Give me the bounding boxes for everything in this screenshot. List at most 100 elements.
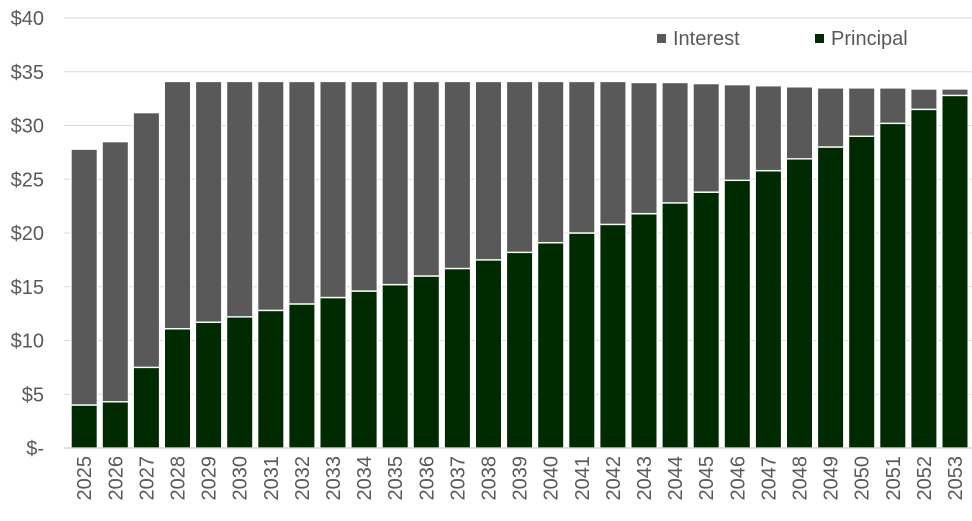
bar-segment-interest — [70, 148, 99, 406]
bar-segment-interest — [910, 88, 938, 111]
bar-segment-interest — [785, 86, 814, 160]
bar-segment-interest — [505, 80, 534, 254]
bar-segment-principal — [350, 290, 378, 449]
bars — [70, 80, 969, 449]
x-tick-label: 2037 — [447, 456, 469, 501]
x-tick-label: 2039 — [510, 456, 532, 501]
x-tick-label: 2043 — [634, 456, 656, 501]
x-tick-label: 2034 — [354, 456, 376, 501]
y-axis-tick-labels: $- $5 $10 $15 $20 $25 $30 $35 $40 — [11, 8, 44, 460]
bar-segment-principal — [692, 191, 721, 449]
bar-segment-interest — [350, 80, 378, 292]
bar-segment-interest — [163, 80, 192, 330]
bar-segment-principal — [163, 327, 192, 449]
x-tick-label: 2031 — [261, 456, 283, 501]
y-tick-label: $35 — [11, 62, 44, 84]
bar-segment-interest — [567, 80, 596, 234]
bar-segment-principal — [785, 158, 814, 449]
x-tick-label: 2048 — [790, 456, 812, 501]
bar-segment-interest — [536, 80, 565, 244]
x-tick-label: 2040 — [541, 456, 563, 501]
bar-segment-interest — [132, 111, 161, 369]
y-tick-label: $- — [26, 438, 44, 460]
bar-segment-principal — [288, 303, 316, 449]
x-tick-label: 2044 — [665, 456, 687, 501]
bar-segment-interest — [474, 80, 503, 261]
bar-segment-principal — [847, 135, 876, 449]
y-tick-label: $20 — [11, 223, 44, 245]
x-tick-label: 2047 — [758, 456, 780, 501]
x-tick-label: 2045 — [696, 456, 718, 501]
bar-segment-principal — [319, 296, 347, 449]
bar-segment-interest — [630, 81, 658, 215]
x-tick-label: 2053 — [945, 456, 967, 501]
bar-segment-principal — [132, 366, 161, 449]
bar-segment-principal — [70, 404, 99, 449]
legend-label-interest: Interest — [673, 28, 740, 50]
bar-segment-principal — [381, 283, 410, 449]
y-tick-label: $5 — [22, 384, 44, 406]
bar-segment-principal — [256, 309, 285, 449]
bar-segment-interest — [599, 80, 627, 226]
bar-segment-principal — [412, 275, 441, 449]
bar-segment-interest — [319, 80, 347, 299]
x-tick-label: 2032 — [292, 456, 314, 501]
x-tick-label: 2042 — [603, 456, 625, 501]
x-tick-label: 2029 — [199, 456, 221, 501]
x-tick-label: 2046 — [727, 456, 749, 501]
bar-segment-interest — [723, 83, 752, 182]
bar-segment-principal — [225, 316, 254, 449]
x-tick-label: 2028 — [168, 456, 190, 501]
bar-segment-interest — [443, 80, 472, 270]
bar-segment-interest — [101, 140, 130, 403]
bar-segment-interest — [816, 87, 845, 148]
bar-segment-interest — [256, 80, 285, 312]
y-tick-label: $15 — [11, 277, 44, 299]
y-tick-label: $40 — [11, 8, 44, 30]
x-tick-label: 2050 — [852, 456, 874, 501]
x-tick-label: 2038 — [479, 456, 501, 501]
bar-segment-principal — [194, 321, 223, 449]
x-tick-label: 2030 — [230, 456, 252, 501]
bar-segment-interest — [692, 82, 721, 193]
x-tick-label: 2036 — [416, 456, 438, 501]
bar-segment-interest — [225, 80, 254, 318]
y-tick-label: $30 — [11, 116, 44, 138]
legend-swatch-interest — [657, 34, 666, 43]
bar-segment-principal — [505, 251, 534, 449]
x-tick-label: 2052 — [914, 456, 936, 501]
x-tick-label: 2025 — [74, 456, 96, 501]
y-tick-label: $10 — [11, 331, 44, 353]
bar-segment-principal — [661, 202, 690, 449]
bar-segment-principal — [754, 169, 783, 449]
x-tick-label: 2035 — [385, 456, 407, 501]
bar-segment-principal — [941, 94, 969, 449]
bar-segment-principal — [723, 179, 752, 449]
bar-segment-interest — [381, 80, 410, 286]
bar-segment-interest — [194, 80, 223, 323]
bar-segment-principal — [443, 267, 472, 449]
bar-segment-principal — [630, 212, 658, 449]
x-tick-label: 2026 — [105, 456, 127, 501]
bar-segment-principal — [910, 108, 938, 449]
bar-segment-principal — [536, 241, 565, 449]
y-tick-label: $25 — [11, 169, 44, 191]
x-axis-tick-labels: 2025 2026 2027 2028 2029 2030 2031 2032 2033 2034… — [74, 456, 967, 501]
bar-segment-interest — [878, 87, 907, 125]
bar-segment-principal — [878, 122, 907, 449]
bar-segment-principal — [599, 223, 627, 449]
bar-segment-interest — [754, 85, 783, 172]
x-tick-label: 2027 — [136, 456, 158, 501]
x-tick-label: 2033 — [323, 456, 345, 501]
bar-segment-interest — [412, 80, 441, 277]
bar-segment-principal — [474, 259, 503, 449]
bar-segment-interest — [847, 87, 876, 137]
bar-segment-principal — [816, 146, 845, 449]
bar-segment-interest — [288, 80, 316, 305]
legend-label-principal: Principal — [831, 28, 908, 50]
bar-segment-principal — [567, 232, 596, 449]
bar-segment-principal — [101, 401, 130, 449]
x-tick-label: 2051 — [883, 456, 905, 501]
x-tick-label: 2049 — [821, 456, 843, 501]
